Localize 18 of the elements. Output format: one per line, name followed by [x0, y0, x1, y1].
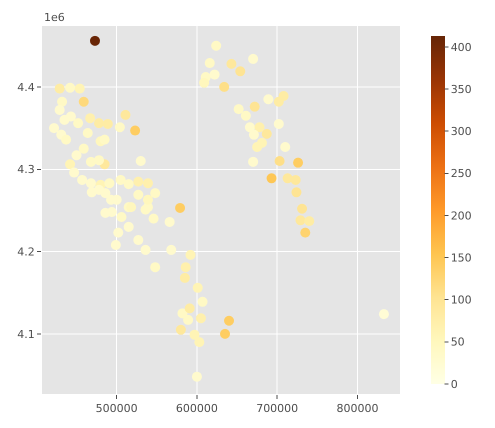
- y-tick-label: 4.4: [17, 80, 35, 94]
- color-bar-label: 100: [450, 294, 472, 307]
- x-tick-label: 500000: [96, 402, 138, 416]
- y-tick-label: 4.2: [17, 245, 35, 258]
- color-bar-label: 150: [450, 251, 472, 264]
- y-tick-label: 4.3: [17, 163, 35, 176]
- color-bar-label: 350: [450, 82, 472, 96]
- y-tick-label: 4.1: [17, 328, 35, 341]
- color-bar-label: 200: [450, 209, 472, 222]
- x-tick-label: 800000: [336, 402, 378, 416]
- x-tick-label: 600000: [176, 402, 218, 416]
- color-bar-label: 250: [450, 167, 472, 180]
- color-bar-label: 300: [450, 125, 472, 138]
- text: 1e6: [44, 11, 65, 24]
- color-bar-label: 0: [450, 378, 458, 391]
- color-bar-label: 400: [450, 40, 472, 54]
- color-bar-label: 50: [450, 336, 465, 349]
- x-tick-label: 700000: [256, 402, 298, 416]
